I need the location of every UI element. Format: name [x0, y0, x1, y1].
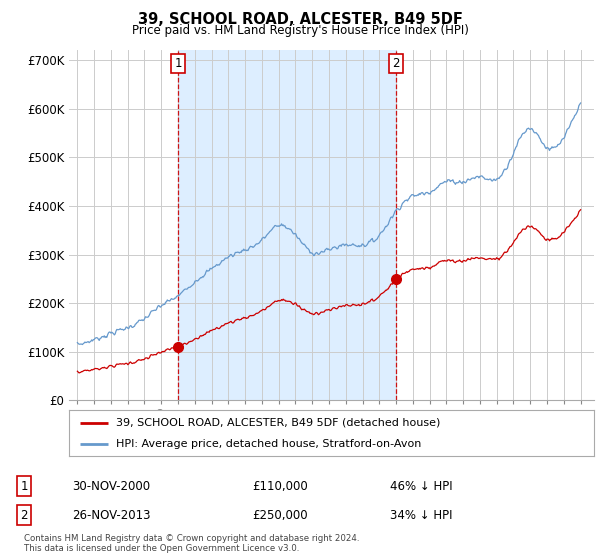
Text: 39, SCHOOL ROAD, ALCESTER, B49 5DF: 39, SCHOOL ROAD, ALCESTER, B49 5DF — [137, 12, 463, 27]
Text: HPI: Average price, detached house, Stratford-on-Avon: HPI: Average price, detached house, Stra… — [116, 439, 422, 449]
Text: 1: 1 — [20, 479, 28, 493]
Text: 26-NOV-2013: 26-NOV-2013 — [72, 508, 151, 522]
Text: 2: 2 — [392, 57, 400, 70]
Text: 34% ↓ HPI: 34% ↓ HPI — [390, 508, 452, 522]
Text: Contains HM Land Registry data © Crown copyright and database right 2024.
This d: Contains HM Land Registry data © Crown c… — [24, 534, 359, 553]
Text: £110,000: £110,000 — [252, 479, 308, 493]
Bar — [178, 50, 396, 400]
Text: 30-NOV-2000: 30-NOV-2000 — [72, 479, 150, 493]
Text: 1: 1 — [174, 57, 182, 70]
Text: 2: 2 — [20, 508, 28, 522]
Text: 39, SCHOOL ROAD, ALCESTER, B49 5DF (detached house): 39, SCHOOL ROAD, ALCESTER, B49 5DF (deta… — [116, 418, 440, 428]
Text: 46% ↓ HPI: 46% ↓ HPI — [390, 479, 452, 493]
Text: Price paid vs. HM Land Registry's House Price Index (HPI): Price paid vs. HM Land Registry's House … — [131, 24, 469, 36]
Text: £250,000: £250,000 — [252, 508, 308, 522]
